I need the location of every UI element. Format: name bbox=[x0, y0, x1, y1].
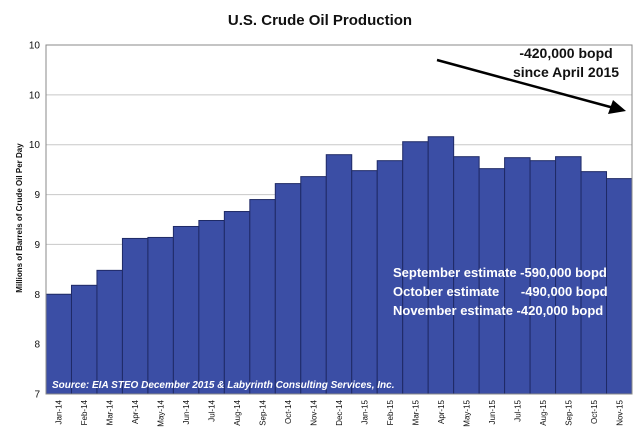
y-tick-label: 8 bbox=[34, 340, 40, 351]
x-tick-label: Apr-15 bbox=[437, 399, 446, 424]
bar-mar-14 bbox=[96, 269, 123, 395]
bar-aug-15 bbox=[529, 160, 557, 395]
y-axis-label: Millions of Barrels of Crude Oil Per Day bbox=[15, 143, 24, 293]
x-tick-label: Sep-14 bbox=[259, 399, 268, 425]
estimate-october: October estimate -490,000 bopd bbox=[393, 284, 608, 299]
x-tick-labels: Jan-14 Feb-14 Mar-14 Apr-14 May-14 Jun-14 Jul-… bbox=[55, 399, 625, 426]
x-tick-label: Nov-14 bbox=[310, 399, 319, 425]
arrow-annotation-line1: -420,000 bopd bbox=[519, 45, 612, 61]
bars bbox=[45, 136, 633, 395]
y-tick-label: 8 bbox=[34, 290, 40, 301]
bar-oct-14 bbox=[274, 183, 302, 395]
source-note: Source: EIA STEO December 2015 & Labyrin… bbox=[52, 380, 395, 391]
bar-mar-15 bbox=[402, 141, 429, 395]
x-tick-label: Aug-15 bbox=[539, 399, 548, 425]
x-tick-label: Jun-14 bbox=[182, 399, 191, 424]
x-tick-label: Jan-14 bbox=[55, 399, 64, 424]
bar-apr-15 bbox=[427, 136, 455, 395]
y-tick-label: 7 bbox=[34, 390, 40, 401]
bar-nov-14 bbox=[300, 176, 327, 395]
x-tick-label: Jun-15 bbox=[488, 399, 497, 424]
bar-oct-15 bbox=[580, 171, 608, 395]
y-tick-label: 10 bbox=[29, 90, 41, 101]
x-tick-label: Feb-14 bbox=[80, 399, 89, 425]
bar-apr-14 bbox=[121, 237, 149, 395]
y-tick-label: 9 bbox=[34, 190, 40, 201]
x-tick-label: Mar-15 bbox=[411, 399, 420, 425]
bar-may-14 bbox=[147, 236, 174, 395]
bar-jun-14 bbox=[172, 225, 200, 395]
bar-aug-14 bbox=[223, 211, 251, 395]
x-tick-label: Oct-15 bbox=[590, 399, 599, 424]
x-tick-label: May-14 bbox=[157, 399, 166, 426]
plot-area-border bbox=[45, 44, 633, 395]
bar-jun-15 bbox=[478, 168, 506, 395]
arrow-annotation-line2: since April 2015 bbox=[513, 64, 619, 80]
y-tick-labels: 7 8 8 9 9 10 10 10 bbox=[29, 41, 41, 401]
bar-nov-15 bbox=[606, 178, 633, 395]
bar-may-15 bbox=[453, 156, 480, 395]
x-tick-label: Sep-15 bbox=[564, 399, 573, 425]
x-tick-label: May-15 bbox=[462, 399, 471, 426]
y-tick-label: 10 bbox=[29, 41, 41, 52]
x-tick-label: Jan-15 bbox=[360, 399, 369, 424]
bar-jul-14 bbox=[198, 219, 225, 395]
x-tick-label: Jul-15 bbox=[513, 399, 522, 421]
estimate-november: November estimate -420,000 bopd bbox=[393, 303, 603, 318]
bar-feb-15 bbox=[376, 160, 404, 395]
bar-jan-15 bbox=[351, 170, 378, 395]
y-tick-label: 9 bbox=[34, 240, 40, 251]
x-tick-label: Feb-15 bbox=[386, 399, 395, 425]
x-tick-label: Jul-14 bbox=[208, 399, 217, 421]
y-tick-label: 10 bbox=[29, 140, 41, 151]
x-tick-label: Apr-14 bbox=[131, 399, 140, 424]
x-tick-label: Oct-14 bbox=[284, 399, 293, 424]
x-tick-label: Dec-14 bbox=[335, 399, 344, 425]
x-tick-label: Aug-14 bbox=[233, 399, 242, 425]
bar-feb-14 bbox=[70, 284, 98, 395]
estimate-september: September estimate -590,000 bopd bbox=[393, 265, 607, 280]
chart-title: U.S. Crude Oil Production bbox=[228, 12, 412, 29]
bar-sep-14 bbox=[249, 199, 276, 395]
bar-jul-15 bbox=[504, 157, 531, 395]
trend-arrow bbox=[436, 58, 626, 114]
x-tick-label: Nov-15 bbox=[615, 399, 624, 425]
x-tick-label: Mar-14 bbox=[106, 399, 115, 425]
bar-dec-14 bbox=[325, 154, 353, 395]
